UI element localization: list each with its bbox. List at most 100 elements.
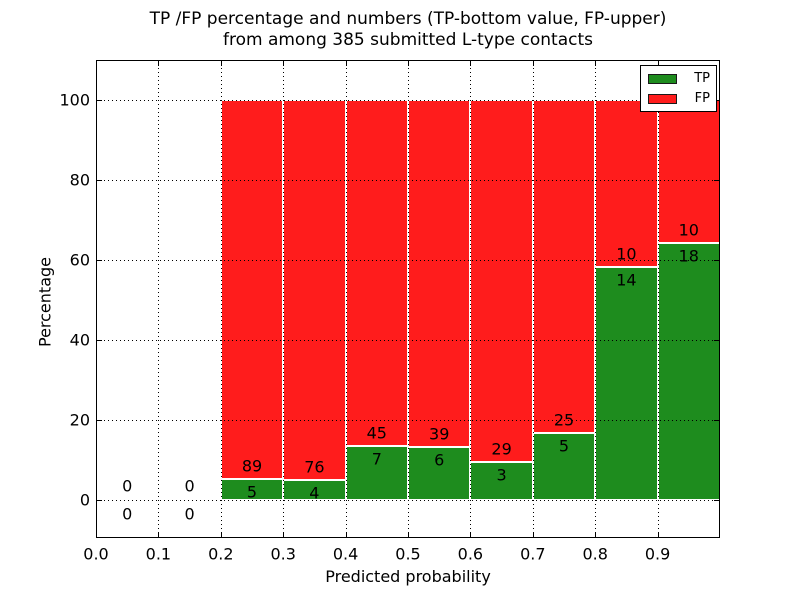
x-tick-label: 0.0 <box>83 544 109 564</box>
y-tick-label: 60 <box>69 250 90 270</box>
legend-label: TP <box>694 71 710 86</box>
x-tick-label: 0.1 <box>145 544 172 564</box>
tp-count-label: 3 <box>496 465 507 485</box>
x-axis-tick-top <box>345 60 347 66</box>
y-tick-label: 80 <box>69 170 90 190</box>
y-axis-tick <box>96 260 102 261</box>
fp-count-label: 10 <box>678 220 699 240</box>
gridline-vertical <box>595 60 597 538</box>
y-axis-tick-right <box>714 340 720 341</box>
x-axis-tick-top <box>595 60 597 66</box>
bar-segment-fp <box>595 100 658 267</box>
x-axis-tick <box>158 532 160 538</box>
gridline-vertical <box>158 60 160 538</box>
x-tick-label: 0.2 <box>208 544 234 564</box>
y-axis-tick <box>96 500 102 501</box>
x-tick-label: 0.6 <box>457 544 484 564</box>
gridline-vertical <box>220 60 222 538</box>
fp-count-label: 76 <box>304 457 325 477</box>
legend: TP FP <box>640 65 717 112</box>
bar-segment-tp <box>345 446 408 500</box>
fp-count-label: 89 <box>241 456 263 476</box>
chart-title-line2: from among 385 submitted L-type contacts <box>222 30 593 50</box>
x-axis-label: Predicted probability <box>325 567 491 586</box>
legend-row: TP <box>648 71 710 86</box>
chart-title: TP /FP percentage and numbers (TP-bottom… <box>96 9 720 51</box>
x-axis-tick <box>220 532 222 538</box>
x-axis-tick-top <box>657 60 659 66</box>
y-tick-label: 40 <box>69 330 90 350</box>
chart-title-line1: TP /FP percentage and numbers (TP-bottom… <box>149 9 667 29</box>
bar-segment-tp <box>408 446 471 500</box>
tp-count-label: 7 <box>371 449 382 469</box>
plot-area: TP FP 0 0 0 0 89 5 76 4 45 7 39 6 29 3 25 5 10 14 10 18 <box>96 60 720 538</box>
y-axis-tick-right <box>714 180 720 181</box>
x-axis-tick <box>283 532 285 538</box>
legend-row: FP <box>648 91 710 106</box>
x-axis-tick-top <box>158 60 160 66</box>
x-axis-tick <box>408 532 409 538</box>
bar-segment-tp <box>595 266 658 500</box>
fp-count-label: 29 <box>491 439 512 459</box>
fp-count-label: 10 <box>616 244 637 264</box>
y-axis-tick <box>96 420 102 421</box>
tp-count-label: 0 <box>184 504 195 524</box>
y-axis-tick <box>96 180 102 181</box>
x-axis-tick <box>595 532 597 538</box>
x-axis-tick <box>470 532 472 538</box>
bar-segment-fp <box>283 100 346 480</box>
bar-segment-fp <box>470 100 533 463</box>
y-tick-label: 20 <box>69 410 90 430</box>
gridline-vertical <box>283 60 285 538</box>
fp-count-label: 0 <box>184 476 195 496</box>
legend-label: FP <box>694 91 710 106</box>
x-axis-tick-top <box>220 60 222 66</box>
fp-count-label: 45 <box>366 423 387 443</box>
x-axis-tick <box>96 532 97 538</box>
x-tick-label: 0.3 <box>270 544 296 564</box>
y-axis-tick <box>96 100 102 101</box>
tp-count-label: 5 <box>246 482 258 502</box>
x-tick-label: 0.5 <box>395 544 421 564</box>
y-tick-label: 100 <box>59 90 90 110</box>
x-axis-tick <box>657 532 659 538</box>
bar-segment-fp <box>220 100 284 479</box>
y-axis-tick-right <box>714 500 720 501</box>
fp-count-label: 39 <box>429 424 450 444</box>
x-axis-tick-top <box>532 60 534 66</box>
gridline-vertical <box>345 60 347 538</box>
bar-segment-fp <box>345 100 408 447</box>
x-tick-label: 0.9 <box>644 544 671 564</box>
bar-segment-fp <box>532 100 596 434</box>
y-axis-tick-right <box>714 260 720 261</box>
x-axis-tick <box>345 532 347 538</box>
fp-count-label: 25 <box>553 410 575 430</box>
tp-count-label: 14 <box>616 270 637 290</box>
bar-segment-fp <box>408 100 471 447</box>
x-axis-tick <box>532 532 534 538</box>
gridline-vertical <box>657 60 659 538</box>
fp-count-label: 0 <box>122 476 133 496</box>
x-tick-label: 0.7 <box>520 544 546 564</box>
x-axis-tick-top <box>283 60 285 66</box>
gridline-vertical <box>470 60 472 538</box>
gridline-vertical <box>408 60 409 538</box>
tp-count-label: 5 <box>558 436 570 456</box>
y-axis-tick <box>96 340 102 341</box>
gridline-vertical <box>532 60 534 538</box>
x-axis-tick-top <box>96 60 97 66</box>
x-tick-label: 0.8 <box>582 544 608 564</box>
tp-count-label: 18 <box>678 246 699 266</box>
legend-swatch <box>648 93 677 104</box>
y-axis-tick-right <box>714 100 720 101</box>
legend-swatch <box>648 73 677 84</box>
tp-count-label: 4 <box>309 483 320 503</box>
x-tick-label: 0.4 <box>332 544 359 564</box>
x-axis-tick-top <box>408 60 409 66</box>
bar-segment-tp <box>657 242 720 500</box>
x-axis-tick-top <box>470 60 472 66</box>
tp-count-label: 6 <box>434 450 445 470</box>
y-axis-tick-right <box>714 420 720 421</box>
tp-count-label: 0 <box>122 504 133 524</box>
